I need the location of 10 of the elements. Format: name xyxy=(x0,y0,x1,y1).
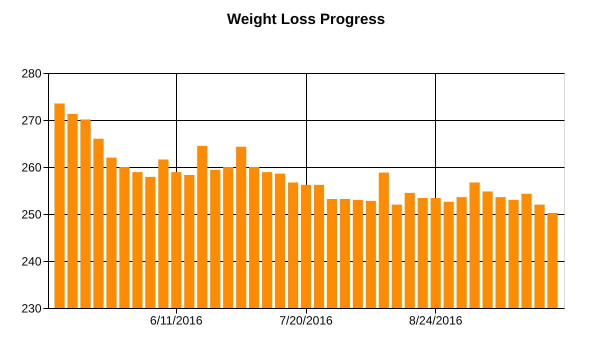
y-tick-label: 240 xyxy=(21,254,42,268)
x-tick-label: 6/11/2016 xyxy=(150,314,203,328)
y-tick-label: 230 xyxy=(21,302,42,316)
x-tick-label: 8/24/2016 xyxy=(409,314,463,328)
chart-title: Weight Loss Progress xyxy=(226,11,386,28)
y-tick-label: 270 xyxy=(21,114,42,128)
x-tick-label: 7/20/2016 xyxy=(279,314,334,328)
y-tick-label: 250 xyxy=(21,208,42,222)
y-tick-label: 260 xyxy=(21,160,42,174)
y-tick-label: 280 xyxy=(21,66,42,80)
